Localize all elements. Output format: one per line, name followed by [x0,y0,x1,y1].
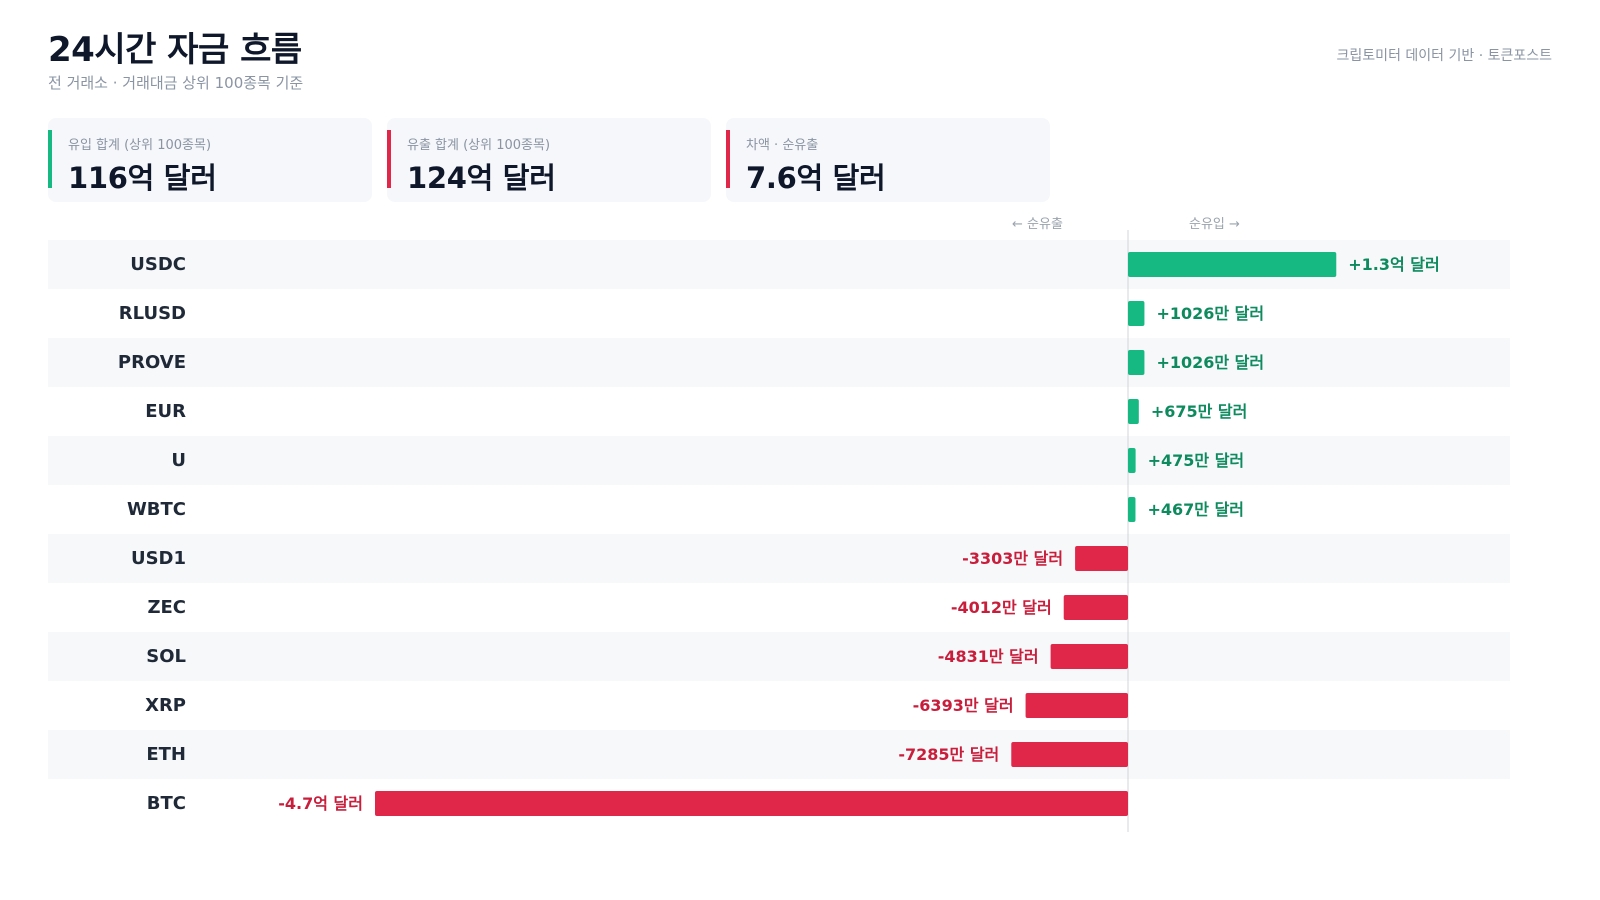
inflow-bar [1128,252,1337,277]
value-label: +475만 달러 [1148,451,1245,470]
row-background [48,632,1510,681]
category-label: USDC [130,254,186,275]
outflow-accent-bar [387,130,391,188]
page-subtitle: 전 거래소 · 거래대금 상위 100종목 기준 [48,74,304,92]
row-background [48,534,1510,583]
category-label: XRP [145,695,186,716]
row-background [48,436,1510,485]
category-label: EUR [145,401,186,422]
inflow-accent-bar [48,130,52,188]
inflow-summary-card: 유입 합계 (상위 100종목) 116억 달러 [48,118,372,202]
value-label: +1026만 달러 [1156,353,1264,372]
net-value: 7.6억 달러 [746,161,886,195]
value-label: -7285만 달러 [898,745,999,764]
inflow-bar [1128,301,1145,326]
row-background [48,338,1510,387]
inflow-bar [1128,350,1145,375]
net-inflow-direction-label: 순유입 → [1189,217,1240,232]
value-label: +1026만 달러 [1156,304,1264,323]
value-label: -4831만 달러 [938,647,1039,666]
category-label: USD1 [131,548,186,569]
outflow-value: 124억 달러 [407,161,556,195]
category-label: RLUSD [119,303,186,324]
outflow-bar [1075,546,1128,571]
value-label: -3303만 달러 [962,549,1063,568]
category-label: WBTC [127,499,186,520]
category-label: SOL [146,646,186,667]
net-accent-bar [726,130,730,188]
inflow-label: 유입 합계 (상위 100종목) [68,138,212,153]
net-outflow-direction-label: ← 순유출 [1012,217,1063,232]
value-label: -4012만 달러 [951,598,1052,617]
row-background [48,730,1510,779]
outflow-bar [1063,595,1128,620]
value-label: +467만 달러 [1147,500,1244,519]
category-label: BTC [147,793,186,814]
inflow-value: 116억 달러 [68,161,217,195]
net-summary-card: 차액 · 순유출 7.6억 달러 [726,118,1050,202]
value-label: +1.3억 달러 [1348,255,1439,274]
outflow-bar [1011,742,1128,767]
value-label: -4.7억 달러 [278,794,363,813]
category-label: U [171,450,186,471]
outflow-label: 유출 합계 (상위 100종목) [407,138,551,153]
net-label: 차액 · 순유출 [746,138,819,153]
outflow-bar [1050,644,1128,669]
inflow-bar [1128,497,1136,522]
outflow-summary-card: 유출 합계 (상위 100종목) 124억 달러 [387,118,711,202]
inflow-bar [1128,448,1136,473]
page-title: 24시간 자금 흐름 [48,30,302,70]
source-note: 크립토미터 데이터 기반 · 토큰포스트 [1336,48,1552,64]
value-label: +675만 달러 [1151,402,1248,421]
category-label: ZEC [147,597,186,618]
category-label: PROVE [118,352,186,373]
outflow-bar [1025,693,1128,718]
inflow-bar [1128,399,1139,424]
outflow-bar [375,791,1128,816]
category-label: ETH [146,744,186,765]
value-label: -6393만 달러 [913,696,1014,715]
